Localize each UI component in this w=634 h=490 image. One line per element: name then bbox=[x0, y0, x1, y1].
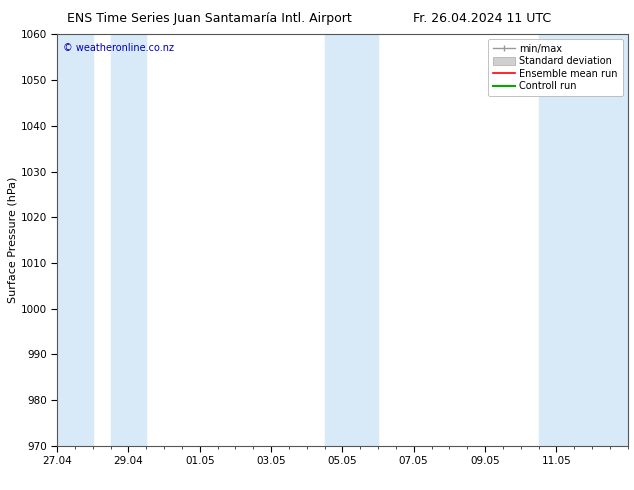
Text: ENS Time Series Juan Santamaría Intl. Airport: ENS Time Series Juan Santamaría Intl. Ai… bbox=[67, 12, 352, 25]
Bar bbox=[110, 34, 146, 446]
Bar bbox=[325, 34, 378, 446]
Legend: min/max, Standard deviation, Ensemble mean run, Controll run: min/max, Standard deviation, Ensemble me… bbox=[488, 39, 623, 96]
Text: Fr. 26.04.2024 11 UTC: Fr. 26.04.2024 11 UTC bbox=[413, 12, 551, 25]
Bar bbox=[57, 34, 93, 446]
Text: © weatheronline.co.nz: © weatheronline.co.nz bbox=[63, 43, 174, 52]
Y-axis label: Surface Pressure (hPa): Surface Pressure (hPa) bbox=[8, 177, 18, 303]
Bar bbox=[538, 34, 628, 446]
